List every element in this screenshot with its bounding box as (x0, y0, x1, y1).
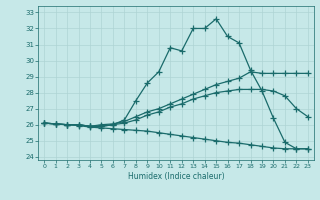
X-axis label: Humidex (Indice chaleur): Humidex (Indice chaleur) (128, 172, 224, 181)
